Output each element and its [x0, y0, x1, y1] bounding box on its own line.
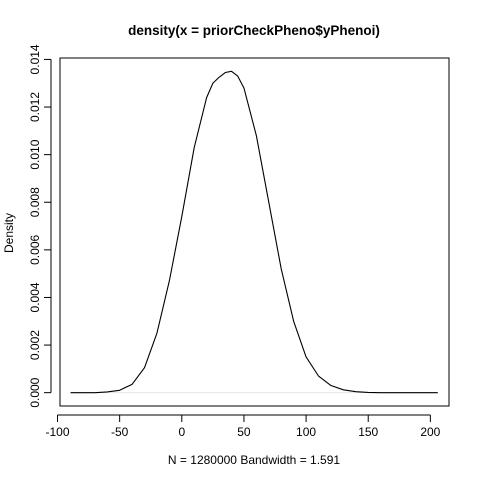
x-tick-label: -100 — [45, 425, 69, 439]
y-tick-label: 0.000 — [28, 377, 42, 407]
chart-title: density(x = priorCheckPheno$yPhenoi) — [128, 23, 380, 38]
plot-box — [59, 57, 450, 407]
y-tick-label: 0.002 — [28, 330, 42, 360]
y-tick-label: 0.012 — [28, 92, 42, 122]
density-curve — [70, 70, 438, 394]
y-tick-label: 0.008 — [28, 187, 42, 217]
x-axis-label: N = 1280000 Bandwidth = 1.591 — [168, 453, 340, 467]
y-tick-label: 0.006 — [28, 235, 42, 265]
x-tick-label: -50 — [111, 425, 129, 439]
x-tick-label: 0 — [178, 425, 185, 439]
y-tick-label: 0.010 — [28, 139, 42, 169]
x-tick-label: 150 — [358, 425, 378, 439]
x-tick-label: 200 — [420, 425, 440, 439]
y-tick-label: 0.004 — [28, 282, 42, 312]
x-tick-label: 100 — [296, 425, 316, 439]
y-axis-label: Density — [2, 213, 16, 253]
x-tick-label: 50 — [237, 425, 251, 439]
y-tick-label: 0.014 — [28, 44, 42, 74]
